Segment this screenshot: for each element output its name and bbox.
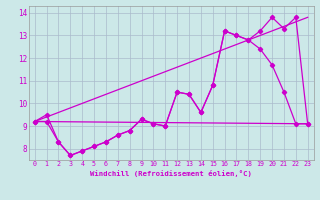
X-axis label: Windchill (Refroidissement éolien,°C): Windchill (Refroidissement éolien,°C) [90, 170, 252, 177]
